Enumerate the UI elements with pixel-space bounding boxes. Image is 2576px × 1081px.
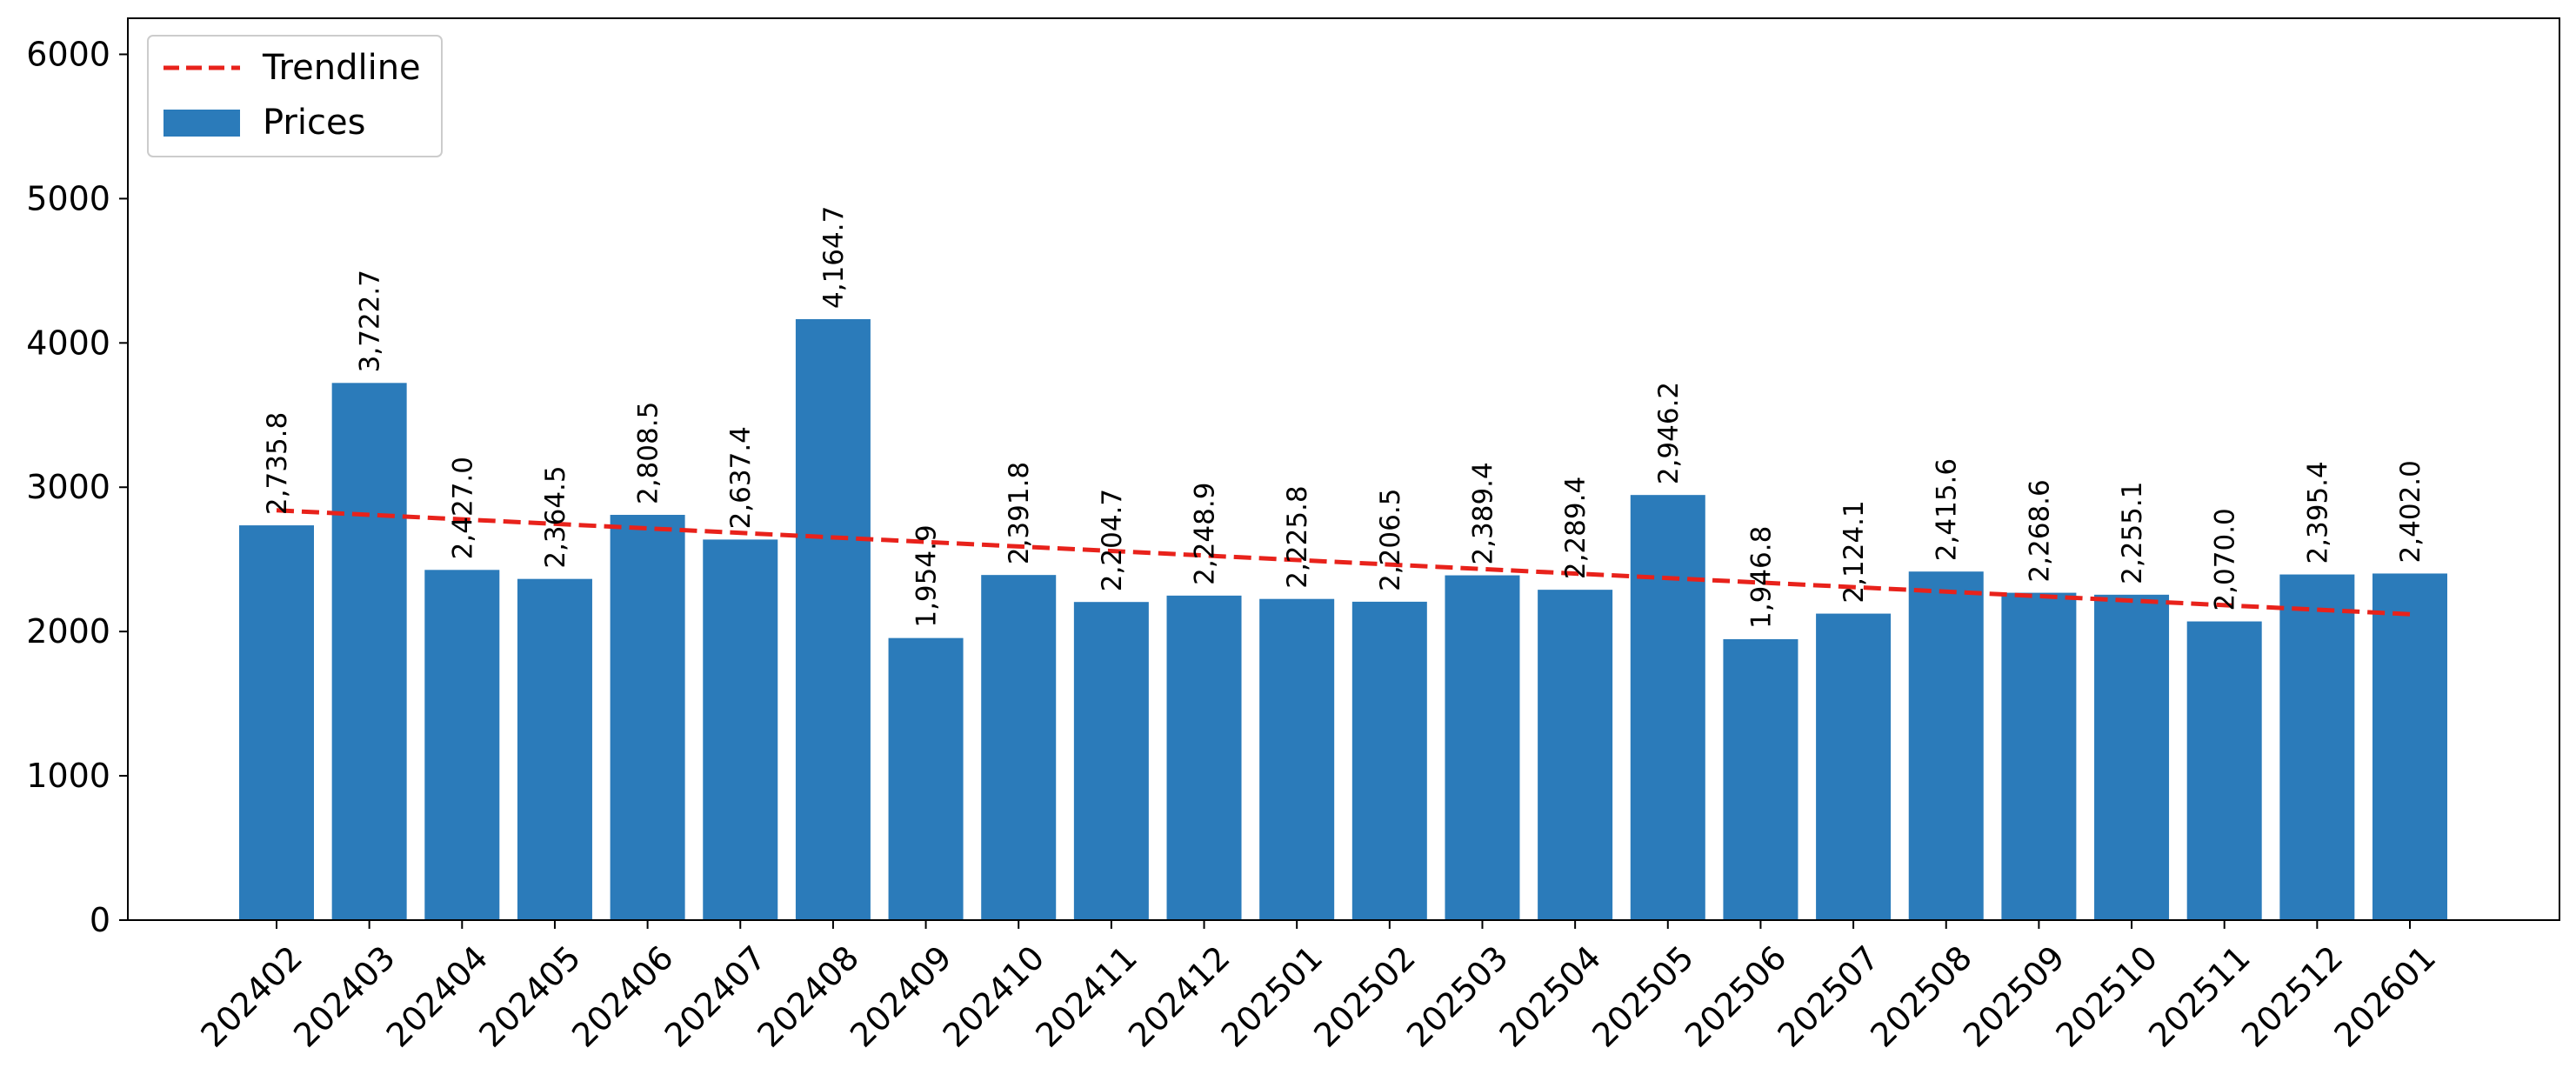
bar-202512	[2279, 574, 2355, 920]
x-tick-label-202411: 202411	[1028, 938, 1145, 1055]
bar-202511	[2186, 621, 2262, 920]
x-tick-label-202407: 202407	[657, 938, 774, 1055]
x-tick-label-202501: 202501	[1214, 938, 1331, 1055]
bar-202410	[981, 575, 1057, 920]
bar-202506	[1723, 638, 1799, 920]
bar-202405	[517, 578, 592, 920]
y-tick-label-3000: 3000	[26, 468, 110, 506]
data-label-202508: 2,415.6	[1932, 458, 1963, 561]
bar-202411	[1073, 602, 1149, 920]
x-tick-label-202402: 202402	[193, 938, 310, 1055]
bar-202505	[1630, 495, 1705, 920]
bar-202406	[610, 515, 685, 920]
x-tick-label-202408: 202408	[750, 938, 866, 1055]
data-label-202412: 2,248.9	[1190, 483, 1221, 585]
x-tick-label-202405: 202405	[471, 938, 588, 1055]
x-tick-label-202512: 202512	[2234, 938, 2351, 1055]
x-tick-label-202503: 202503	[1399, 938, 1516, 1055]
data-label-202503: 2,389.4	[1467, 462, 1498, 564]
y-tick-label-0: 0	[90, 901, 110, 939]
x-tick-label-202508: 202508	[1863, 938, 1979, 1055]
y-tick-label-5000: 5000	[26, 179, 110, 217]
data-label-202509: 2,268.6	[2024, 479, 2055, 582]
bar-202402	[239, 525, 314, 920]
x-tick-label-202504: 202504	[1492, 938, 1609, 1055]
bar-202408	[795, 318, 871, 920]
x-tick-label-202511: 202511	[2141, 938, 2258, 1055]
bar-202510	[2094, 594, 2170, 920]
legend-prices-label: Prices	[263, 103, 365, 143]
x-tick-label-202601: 202601	[2326, 938, 2443, 1055]
data-label-202407: 2,637.4	[725, 426, 757, 529]
bar-202504	[1538, 590, 1613, 920]
bar-202412	[1166, 595, 1242, 920]
y-tick-label-2000: 2000	[26, 612, 110, 651]
x-tick-label-202410: 202410	[936, 938, 1052, 1055]
data-label-202405: 2,364.5	[540, 465, 571, 568]
x-tick-label-202510: 202510	[2049, 938, 2166, 1055]
data-label-202504: 2,289.4	[1560, 477, 1592, 579]
data-label-202505: 2,946.2	[1653, 382, 1685, 484]
bar-202601	[2372, 573, 2447, 920]
y-tick-label-6000: 6000	[26, 35, 110, 73]
legend-prices-swatch	[164, 110, 240, 137]
y-tick-label-4000: 4000	[26, 324, 110, 362]
legend-trendline-label: Trendline	[262, 48, 421, 88]
data-label-202501: 2,225.8	[1282, 485, 1313, 588]
x-tick-label-202409: 202409	[843, 938, 959, 1055]
data-label-202510: 2,255.1	[2117, 482, 2148, 584]
data-label-202403: 3,722.7	[355, 270, 386, 372]
x-tick-label-202507: 202507	[1771, 938, 1887, 1055]
bar-202404	[424, 570, 500, 920]
x-tick-label-202404: 202404	[379, 938, 496, 1055]
x-tick-label-202406: 202406	[564, 938, 681, 1055]
plot-frame	[127, 17, 2560, 921]
data-label-202411: 2,204.7	[1097, 489, 1128, 591]
x-tick-label-202412: 202412	[1121, 938, 1238, 1055]
data-label-202408: 4,164.7	[818, 206, 850, 309]
bar-202507	[1816, 613, 1892, 920]
data-label-202404: 2,427.0	[447, 457, 478, 559]
bar-202508	[1908, 571, 1984, 920]
data-label-202502: 2,206.5	[1375, 489, 1406, 591]
data-label-202402: 2,735.8	[262, 412, 293, 515]
trendline	[276, 508, 2411, 617]
data-label-202512: 2,395.4	[2302, 461, 2333, 564]
bar-202502	[1351, 601, 1427, 920]
bar-202509	[2001, 592, 2077, 920]
bar-202409	[888, 637, 964, 920]
x-tick-label-202509: 202509	[1956, 938, 2072, 1055]
x-tick-label-202502: 202502	[1306, 938, 1423, 1055]
y-tick-label-1000: 1000	[26, 757, 110, 795]
bar-202403	[331, 383, 407, 921]
x-tick-label-202506: 202506	[1678, 938, 1794, 1055]
data-label-202506: 1,946.8	[1745, 526, 1777, 629]
data-label-202409: 1,954.9	[911, 524, 943, 627]
data-label-202507: 2,124.1	[1839, 500, 1870, 603]
bar-202501	[1259, 598, 1335, 920]
x-tick-label-202505: 202505	[1585, 938, 1701, 1055]
data-label-202601: 2,402.0	[2395, 460, 2426, 563]
bar-202407	[703, 539, 778, 920]
x-tick-label-202403: 202403	[286, 938, 403, 1055]
bar-202503	[1445, 575, 1520, 920]
data-label-202406: 2,808.5	[633, 402, 664, 504]
data-label-202410: 2,391.8	[1004, 462, 1035, 564]
data-label-202511: 2,070.0	[2210, 508, 2241, 611]
